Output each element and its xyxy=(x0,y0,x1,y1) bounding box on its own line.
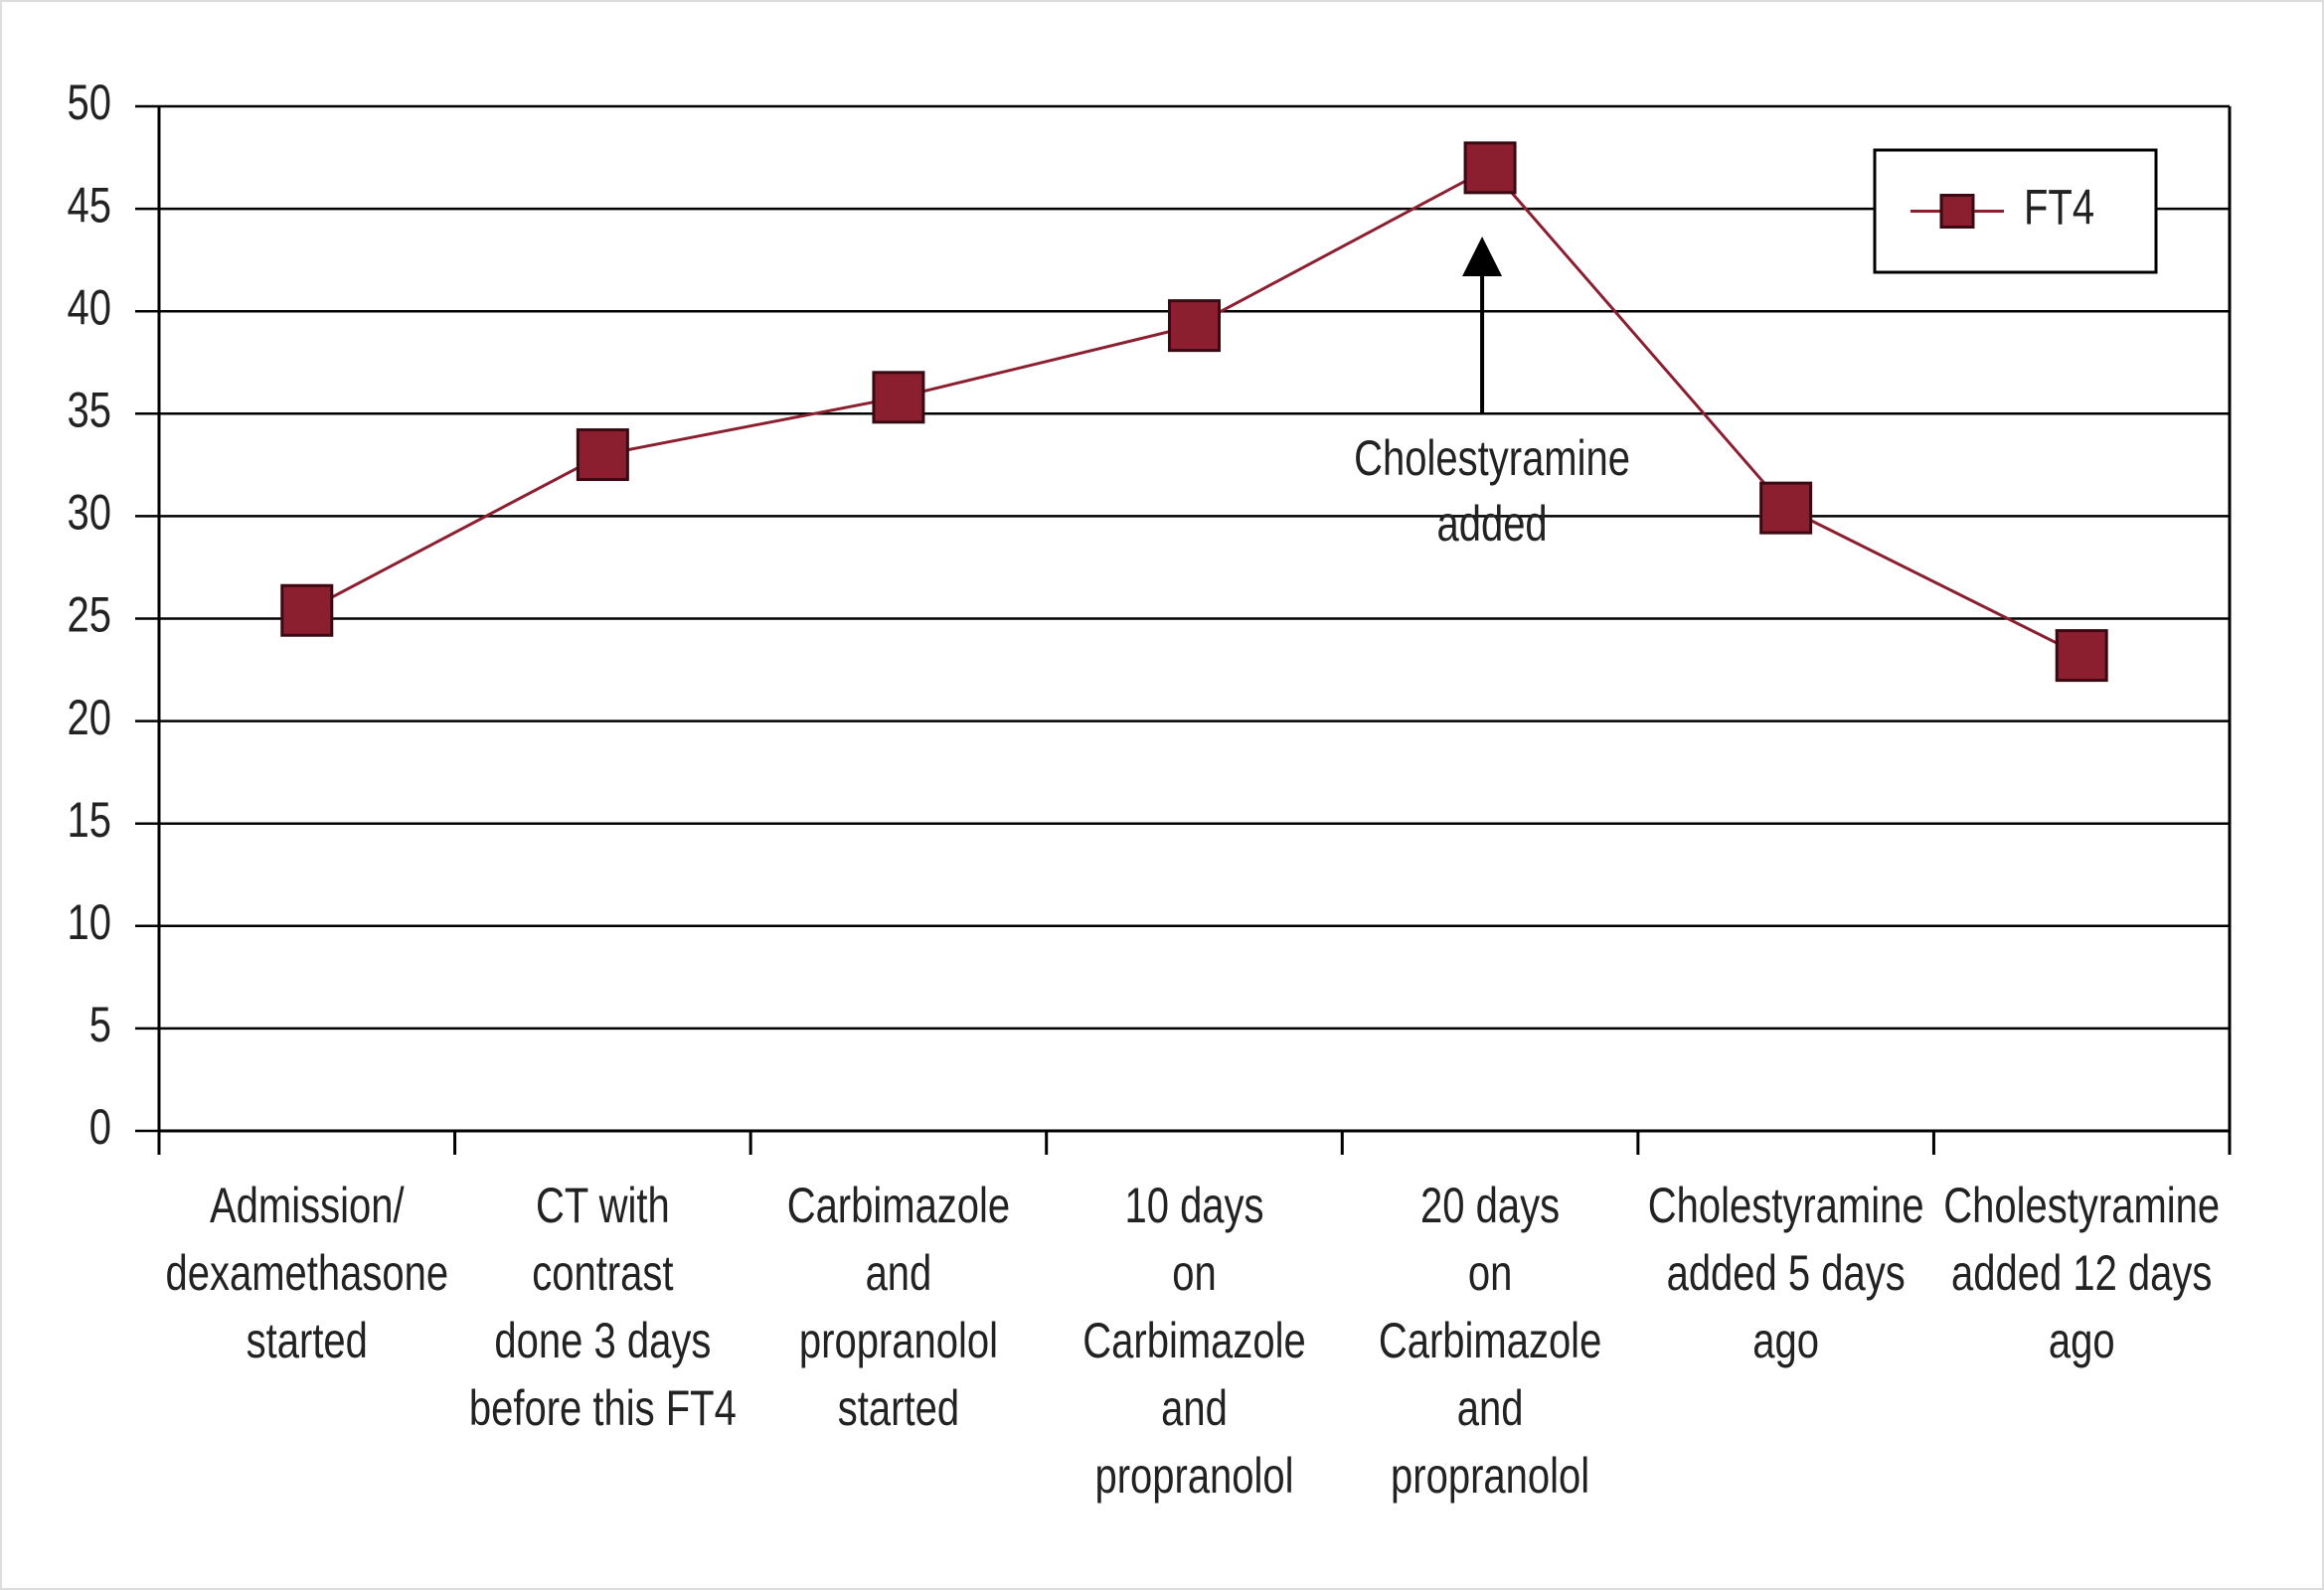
y-tick-label: 45 xyxy=(68,177,111,233)
x-tick-label: 20 days xyxy=(1420,1178,1560,1233)
x-tick-label: propranolol xyxy=(1094,1448,1293,1504)
x-tick-label: ago xyxy=(1752,1313,1819,1368)
y-tick-label: 10 xyxy=(68,894,111,950)
data-point xyxy=(2055,629,2108,683)
y-tick-label: 40 xyxy=(68,279,111,335)
x-tick-label: done 3 days xyxy=(494,1313,711,1368)
x-tick-label: Cholestyramine xyxy=(1943,1178,2220,1233)
x-tick-label: started xyxy=(838,1380,959,1436)
x-tick-label: started xyxy=(247,1313,368,1368)
y-tick-label: 20 xyxy=(68,690,111,745)
data-point xyxy=(280,583,334,637)
y-tick-label: 25 xyxy=(68,586,111,642)
x-tick-label: 10 days xyxy=(1124,1178,1263,1233)
y-tick-label: 50 xyxy=(68,75,111,130)
data-point xyxy=(1463,141,1517,195)
x-tick-label: on xyxy=(1468,1245,1512,1301)
x-tick-label: and xyxy=(1457,1380,1524,1436)
data-point xyxy=(872,371,925,424)
y-tick-label: 15 xyxy=(68,792,111,848)
y-tick-label: 0 xyxy=(89,1099,111,1155)
annotation-text: Cholestyramine xyxy=(1354,430,1630,486)
x-tick-label: Cholestyramine xyxy=(1648,1178,1924,1233)
y-tick-label: 5 xyxy=(89,997,111,1052)
y-tick-label: 30 xyxy=(68,484,111,540)
x-tick-label: contrast xyxy=(532,1245,674,1301)
x-tick-label: propranolol xyxy=(1391,1448,1589,1504)
annotation-text: added xyxy=(1436,496,1547,552)
data-point xyxy=(576,428,629,482)
x-tick-label: Admission/ xyxy=(210,1178,405,1233)
x-tick-label: Carbimazole xyxy=(1379,1313,1601,1368)
legend-label: FT4 xyxy=(2024,179,2094,235)
x-tick-label: and xyxy=(1161,1380,1228,1436)
x-tick-label: ago xyxy=(2049,1313,2115,1368)
x-tick-label: dexamethasone xyxy=(165,1245,448,1301)
x-tick-label: CT with xyxy=(536,1178,670,1233)
data-point xyxy=(1168,299,1221,353)
data-point xyxy=(1759,481,1813,535)
x-tick-label: propranolol xyxy=(799,1313,998,1368)
x-tick-label: on xyxy=(1172,1245,1216,1301)
legend-marker xyxy=(1939,194,1975,229)
x-tick-label: added 5 days xyxy=(1667,1245,1906,1301)
x-tick-label: before this FT4 xyxy=(469,1380,737,1436)
x-tick-label: and xyxy=(866,1245,932,1301)
x-tick-label: added 12 days xyxy=(1951,1245,2212,1301)
x-tick-label: Carbimazole xyxy=(1082,1313,1305,1368)
x-tick-label: Carbimazole xyxy=(787,1178,1010,1233)
y-tick-label: 35 xyxy=(68,382,111,437)
